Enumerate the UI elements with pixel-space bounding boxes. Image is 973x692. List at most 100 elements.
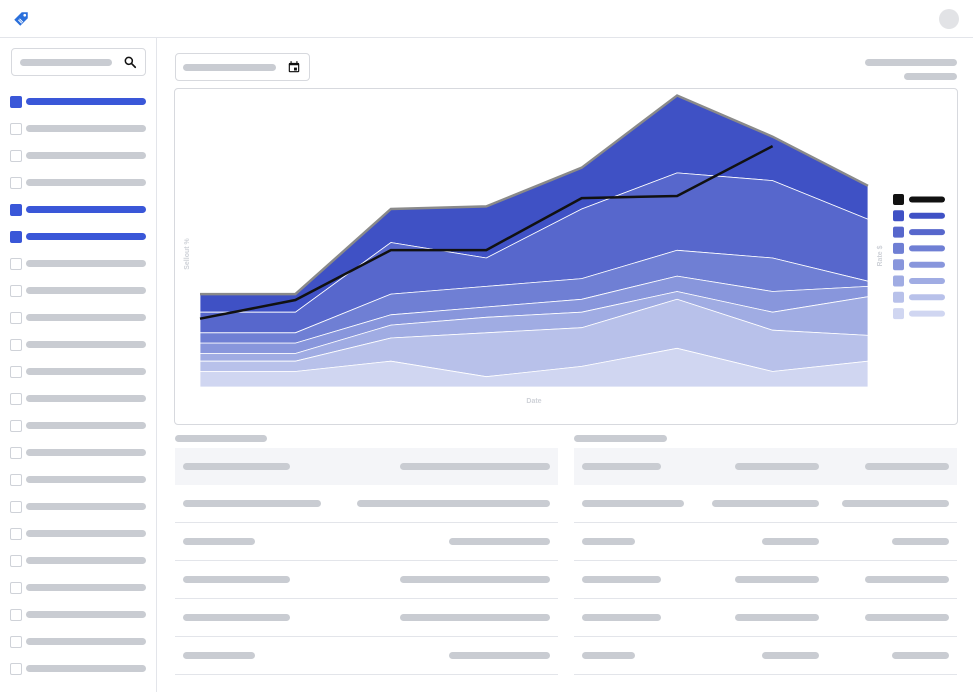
filter-checkbox[interactable] <box>10 420 22 432</box>
table-row[interactable] <box>175 561 558 599</box>
table-row[interactable] <box>175 523 558 561</box>
filter-checkbox[interactable] <box>10 609 22 621</box>
legend-swatch[interactable] <box>893 226 904 238</box>
search-icon[interactable] <box>123 55 137 69</box>
table-cell <box>582 538 635 545</box>
y-axis-left-label: Sellout % <box>184 237 191 269</box>
filter-checkbox[interactable] <box>10 663 22 675</box>
date-placeholder <box>183 64 276 71</box>
table-row[interactable] <box>175 485 558 523</box>
filter-item[interactable] <box>10 555 150 582</box>
filter-item[interactable] <box>10 231 150 258</box>
filter-checkbox[interactable] <box>10 312 22 324</box>
search-input[interactable] <box>11 48 146 76</box>
table-cell <box>400 463 550 470</box>
filter-checkbox[interactable] <box>10 474 22 486</box>
legend-swatch[interactable] <box>893 194 904 205</box>
filter-checkbox[interactable] <box>10 123 22 135</box>
table-row[interactable] <box>574 561 957 599</box>
filter-item[interactable] <box>10 582 150 609</box>
calendar-icon[interactable] <box>287 60 301 74</box>
table-cell <box>582 576 661 583</box>
filter-label <box>26 611 146 618</box>
table-row[interactable] <box>175 599 558 637</box>
legend-swatch[interactable] <box>893 308 904 320</box>
table-cell <box>183 614 290 621</box>
chart-card: Sellout % Rate $ Date <box>174 88 958 425</box>
filter-item[interactable] <box>10 501 150 528</box>
filter-item[interactable] <box>10 609 150 636</box>
table-cell <box>400 576 550 583</box>
legend-swatch[interactable] <box>893 210 904 222</box>
table-header <box>574 448 957 485</box>
table-row[interactable] <box>574 599 957 637</box>
legend-label <box>909 196 945 203</box>
filter-label <box>26 503 146 510</box>
legend-swatch[interactable] <box>893 242 904 254</box>
filter-item[interactable] <box>10 258 150 285</box>
filter-item[interactable] <box>10 339 150 366</box>
header-meta-primary <box>865 59 957 66</box>
table-row[interactable] <box>574 637 957 675</box>
filter-label <box>26 233 146 240</box>
table-row[interactable] <box>574 523 957 561</box>
table-cell <box>449 652 550 659</box>
filter-checkbox[interactable] <box>10 636 22 648</box>
top-bar <box>0 0 973 38</box>
legend-swatch[interactable] <box>893 275 904 287</box>
filter-item[interactable] <box>10 636 150 663</box>
filter-checkbox[interactable] <box>10 96 22 108</box>
table-row[interactable] <box>574 485 957 523</box>
filter-item[interactable] <box>10 285 150 312</box>
filter-checkbox[interactable] <box>10 150 22 162</box>
filter-checkbox[interactable] <box>10 231 22 243</box>
table-cell <box>735 614 819 621</box>
date-picker[interactable] <box>175 53 310 81</box>
filter-label <box>26 152 146 159</box>
filter-checkbox[interactable] <box>10 528 22 540</box>
table-cell <box>865 463 949 470</box>
filter-checkbox[interactable] <box>10 582 22 594</box>
table-cell <box>183 463 290 470</box>
total-outline <box>200 94 869 296</box>
filter-checkbox[interactable] <box>10 447 22 459</box>
filter-checkbox[interactable] <box>10 339 22 351</box>
avatar[interactable] <box>939 9 959 29</box>
filter-item[interactable] <box>10 447 150 474</box>
filter-checkbox[interactable] <box>10 366 22 378</box>
legend-swatch[interactable] <box>893 291 904 303</box>
filter-item[interactable] <box>10 366 150 393</box>
filter-label <box>26 206 146 213</box>
tag-icon[interactable] <box>12 10 30 28</box>
filter-checkbox[interactable] <box>10 204 22 216</box>
table-cell <box>183 538 255 545</box>
table-cell <box>183 500 321 507</box>
filter-item[interactable] <box>10 528 150 555</box>
legend-label <box>909 212 945 219</box>
filter-checkbox[interactable] <box>10 285 22 297</box>
filter-checkbox[interactable] <box>10 393 22 405</box>
filter-item[interactable] <box>10 96 150 123</box>
filter-item[interactable] <box>10 393 150 420</box>
filter-item[interactable] <box>10 177 150 204</box>
filter-item[interactable] <box>10 123 150 150</box>
filter-checkbox[interactable] <box>10 258 22 270</box>
filter-checkbox[interactable] <box>10 501 22 513</box>
legend-label <box>909 261 945 268</box>
filter-item[interactable] <box>10 204 150 231</box>
filter-item[interactable] <box>10 420 150 447</box>
filter-checkbox[interactable] <box>10 555 22 567</box>
filter-item[interactable] <box>10 150 150 177</box>
table-cell <box>400 614 550 621</box>
filter-item[interactable] <box>10 312 150 339</box>
table-cell <box>865 614 949 621</box>
filter-label <box>26 98 146 105</box>
table-row[interactable] <box>175 637 558 675</box>
filter-item[interactable] <box>10 663 150 690</box>
filter-label <box>26 368 146 375</box>
table-cell <box>582 652 635 659</box>
filter-item[interactable] <box>10 474 150 501</box>
filter-checkbox[interactable] <box>10 177 22 189</box>
y-axis-right-label: Rate $ <box>877 245 884 266</box>
legend-swatch[interactable] <box>893 259 904 271</box>
